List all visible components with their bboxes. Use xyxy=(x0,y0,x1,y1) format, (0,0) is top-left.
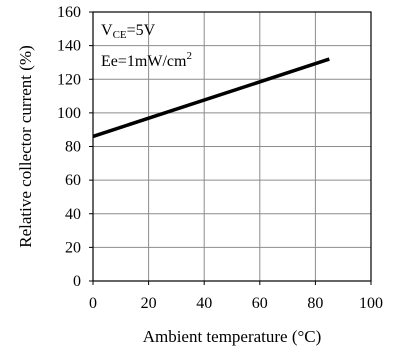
y-tick-label: 120 xyxy=(57,71,81,88)
x-axis-ticks: 0 20 40 60 80 100 xyxy=(89,281,383,312)
annotation-ee-main: Ee=1mW/cm xyxy=(101,53,187,70)
x-tick-label: 100 xyxy=(359,295,383,312)
annotation-vce-main: V xyxy=(101,22,113,39)
y-tick-label: 80 xyxy=(65,139,81,156)
x-tick-label: 40 xyxy=(196,295,212,312)
series-layer xyxy=(92,57,330,139)
y-tick-label: 160 xyxy=(57,4,81,21)
y-tick-label: 60 xyxy=(65,172,81,189)
grid xyxy=(93,12,371,281)
annotation-ee-superscript: 2 xyxy=(186,50,192,62)
y-tick-label: 0 xyxy=(73,273,81,290)
series-line xyxy=(92,57,330,139)
y-tick-label: 100 xyxy=(57,105,81,122)
x-axis-title: Ambient temperature (°C) xyxy=(143,327,322,346)
annotation-vce-subscript: CE xyxy=(113,29,127,41)
y-axis-ticks: 0 20 40 60 80 100 120 140 160 xyxy=(57,4,93,290)
y-tick-label: 20 xyxy=(65,239,81,256)
annotation-vce: VCE=5V xyxy=(101,22,156,41)
x-tick-label: 80 xyxy=(307,295,323,312)
annotation-vce-rest: =5V xyxy=(127,22,156,39)
x-tick-label: 60 xyxy=(252,295,268,312)
y-axis-title: Relative collector current (%) xyxy=(16,45,35,247)
y-tick-label: 140 xyxy=(57,38,81,55)
annotation-ee: Ee=1mW/cm2 xyxy=(101,50,192,70)
y-tick-label: 40 xyxy=(65,206,81,223)
x-tick-label: 20 xyxy=(141,295,157,312)
x-tick-label: 0 xyxy=(89,295,97,312)
